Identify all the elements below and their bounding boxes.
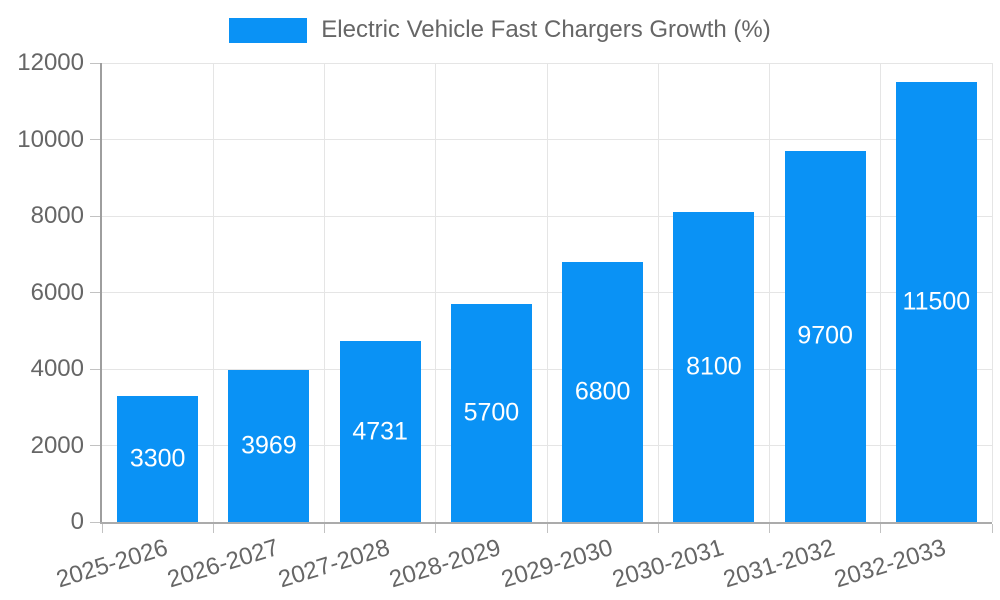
bar-value-label: 4731 [352, 417, 408, 446]
bar[interactable]: 5700 [450, 303, 532, 522]
x-tick [991, 524, 993, 533]
y-tick [90, 445, 100, 446]
x-tick [435, 524, 437, 533]
x-axis-line [100, 522, 992, 524]
x-tick-label: 2031-2032 [720, 534, 839, 594]
x-tick [657, 524, 659, 533]
y-tick-label: 6000 [30, 278, 84, 306]
x-tick-label: 2029-2030 [497, 534, 616, 594]
y-tick-label: 10000 [17, 125, 84, 153]
y-tick-label: 12000 [17, 49, 84, 76]
y-tick-label: 0 [70, 508, 84, 535]
grid-line-vertical [991, 63, 993, 522]
x-tick-label: 2026-2027 [164, 534, 282, 594]
y-tick [90, 292, 100, 293]
bar[interactable]: 4731 [339, 341, 421, 522]
y-tick-label: 8000 [30, 202, 84, 229]
bar-value-label: 8100 [686, 352, 742, 381]
grid-line-vertical [880, 63, 882, 522]
x-tick [880, 524, 882, 533]
bar-value-label: 3969 [241, 431, 297, 460]
x-tick [324, 524, 325, 533]
bar-value-label: 6800 [574, 377, 631, 406]
x-tick-label: 2025-2026 [52, 534, 171, 594]
grid-line-vertical [546, 63, 548, 522]
y-tick [90, 139, 100, 140]
y-tick [90, 521, 100, 523]
legend-label: Electric Vehicle Fast Chargers Growth (%… [321, 16, 771, 43]
bar[interactable]: 9700 [784, 150, 866, 522]
bar[interactable]: 11500 [895, 82, 977, 522]
bar-value-label: 5700 [463, 398, 520, 427]
bar[interactable]: 3969 [228, 370, 310, 522]
grid-line-vertical [324, 63, 325, 522]
x-tick [769, 524, 770, 533]
x-tick [546, 524, 548, 533]
bar[interactable]: 8100 [673, 212, 755, 522]
x-tick-label: 2030-2031 [609, 534, 727, 594]
grid-line-vertical [657, 63, 659, 522]
y-axis-line [100, 63, 102, 522]
x-tick-label: 2032-2033 [831, 534, 950, 594]
x-tick-label: 2028-2029 [386, 534, 505, 594]
x-tick [212, 524, 214, 533]
plot-area: 0 2000 4000 6000 8000 10000 12000 3300 2025-2026… [17, 50, 993, 593]
y-tick-label: 4000 [30, 355, 84, 382]
bar[interactable]: 3300 [117, 395, 199, 522]
bar-value-label: 9700 [797, 321, 853, 350]
bar[interactable]: 6800 [562, 261, 644, 522]
grid-line-vertical [769, 63, 770, 522]
y-tick-label: 2000 [30, 431, 84, 459]
x-tick [101, 524, 103, 533]
y-tick [90, 62, 100, 64]
legend[interactable]: Electric Vehicle Fast Chargers Growth (%… [0, 16, 1000, 44]
grid-line-vertical [435, 63, 437, 522]
bar-value-label: 3300 [129, 444, 186, 473]
grid-line-vertical [212, 63, 214, 522]
bar-value-label: 11500 [902, 287, 971, 316]
x-tick-label: 2027-2028 [275, 534, 394, 594]
y-tick [90, 215, 100, 217]
y-tick [90, 368, 100, 370]
legend-swatch [229, 17, 308, 43]
